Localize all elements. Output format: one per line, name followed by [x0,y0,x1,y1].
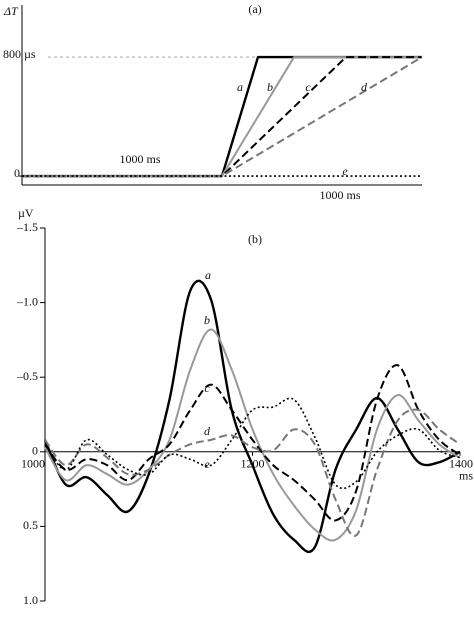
series-line [44,328,461,542]
x-axis-label: ms [459,469,473,483]
series-line [22,56,423,178]
series-label: b [267,80,273,94]
series-line [22,56,422,178]
y-tick-label: –1.0 [16,294,38,308]
y-tick-label: 0.5 [23,518,38,532]
series-line [43,279,461,554]
series-label: c [204,381,210,395]
series-label: d [204,424,211,438]
panel-title: (b) [248,232,262,246]
series-line [44,408,461,537]
series-label: b [204,313,210,327]
annotation: 1000 ms [319,188,360,202]
x-tick-label: 1000 [21,457,45,471]
series-label: a [237,80,243,94]
series-label: e [204,457,210,471]
x-tick-label: 1400 [449,457,473,471]
y-axis-label: µV [18,206,34,220]
series-label: d [361,80,368,94]
series-label: e [342,164,348,178]
series-label: c [305,80,311,94]
annotation: 1000 ms [119,152,160,166]
y-tick-label: 0 [14,166,20,180]
series-line [44,364,461,522]
y-tick-label: –0.5 [16,369,38,383]
y-axis-label: ΔT [3,4,19,18]
y-tick-label: 0 [32,444,38,458]
series-line [44,397,461,490]
series-label: a [205,268,211,282]
series-line [22,56,422,178]
series-line [22,55,422,178]
y-tick-label: 1.0 [23,593,38,607]
y-tick-label: 800 µs [3,47,36,61]
panel-title: (a) [248,2,261,16]
y-tick-label: –1.5 [16,220,38,234]
